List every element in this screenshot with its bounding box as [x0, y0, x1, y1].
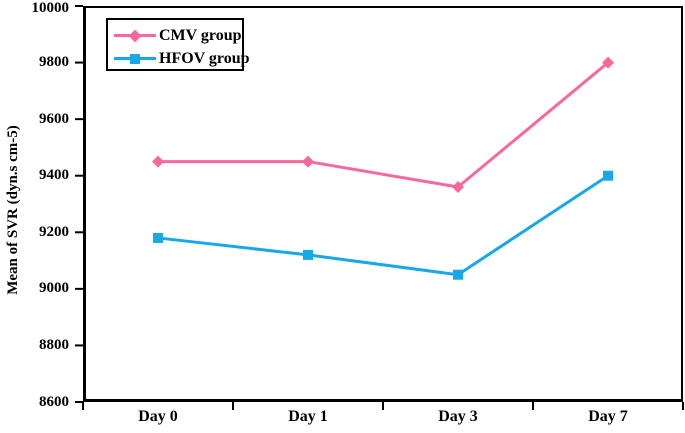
y-tick-label: 9200	[39, 223, 69, 240]
y-tick-label: 9400	[39, 167, 69, 184]
series-line-1	[157, 174, 609, 277]
x-tick-label: Day 7	[588, 408, 628, 425]
x-tick-label: Day 0	[138, 408, 178, 425]
data-point-square	[603, 170, 613, 181]
y-axis-tick-labels: 10000 9800 9600 9400 9200 9000 8800 8600	[0, 0, 70, 433]
series-line-0	[158, 61, 609, 189]
hfov-square-marker-icon	[114, 51, 156, 66]
data-point-diamond	[302, 155, 314, 168]
x-tick-label: Day 3	[438, 408, 478, 425]
y-tick-label: 10000	[31, 0, 70, 16]
plot-area	[75, 5, 684, 410]
data-point-diamond	[602, 56, 614, 69]
y-tick-label: 8600	[39, 393, 69, 410]
y-tick-label: 9000	[39, 280, 69, 297]
data-point-square	[153, 232, 163, 243]
data-point-diamond	[452, 181, 464, 194]
x-tick-label: Day 1	[288, 408, 328, 425]
cmv-diamond-marker-icon	[114, 28, 156, 43]
data-point-square	[303, 249, 313, 260]
y-tick-label: 9800	[39, 54, 69, 71]
legend-label-hfov: HFOV group	[159, 49, 250, 67]
data-point-square	[453, 269, 463, 280]
legend-item-cmv: CMV group	[108, 24, 242, 47]
data-point-diamond	[152, 155, 164, 168]
legend: CMV group HFOV group	[106, 18, 250, 71]
legend-item-hfov: HFOV group	[108, 47, 250, 70]
y-tick-label: 9600	[39, 110, 69, 127]
y-tick-label: 8800	[39, 336, 69, 353]
legend-label-cmv: CMV group	[159, 26, 242, 44]
